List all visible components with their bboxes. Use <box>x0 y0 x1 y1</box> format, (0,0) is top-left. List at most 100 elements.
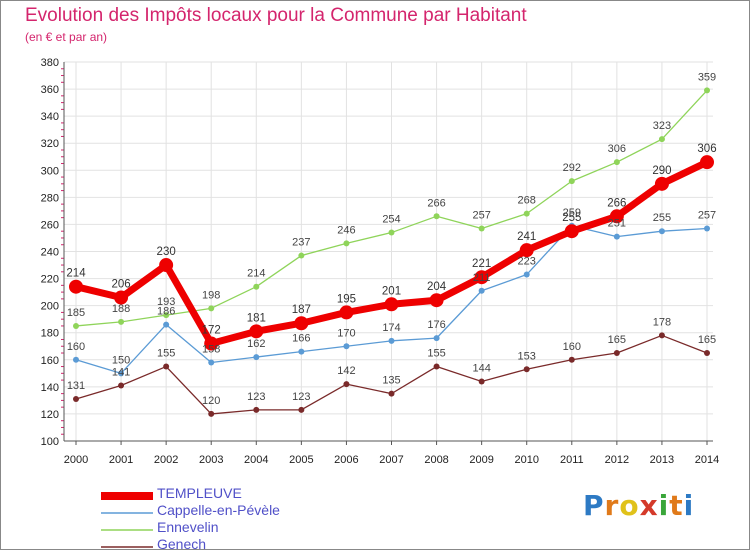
data-label-cappelle-en-p-v-le: 170 <box>337 327 355 339</box>
data-point-cappelle-en-p-v-le <box>478 287 485 294</box>
data-point-templeuve <box>69 279 83 294</box>
data-point-cappelle-en-p-v-le <box>613 233 620 240</box>
data-label-templeuve: 204 <box>427 281 447 293</box>
data-point-genech <box>523 366 530 373</box>
legend-label-cappelle: Cappelle-en-Pévèle <box>157 502 280 518</box>
data-point-templeuve <box>249 324 264 339</box>
legend-label-ennevelin: Ennevelin <box>157 519 219 535</box>
legend-swatch-templeuve <box>101 492 153 500</box>
data-point-cappelle-en-p-v-le <box>73 356 79 363</box>
data-point-cappelle-en-p-v-le <box>433 335 440 342</box>
data-label-ennevelin: 214 <box>247 268 265 280</box>
data-point-cappelle-en-p-v-le <box>523 271 530 278</box>
data-point-ennevelin <box>343 240 350 247</box>
data-label-ennevelin: 237 <box>292 237 310 249</box>
data-label-templeuve: 241 <box>517 231 536 243</box>
data-point-templeuve <box>339 305 354 320</box>
legend-swatch-genech <box>101 546 153 548</box>
chart-subtitle: (en € et par an) <box>25 30 108 44</box>
data-label-ennevelin: 193 <box>157 296 175 308</box>
y-tick-label: 300 <box>41 165 59 177</box>
x-tick-label: 2014 <box>695 454 719 466</box>
x-tick-label: 2011 <box>560 454 584 466</box>
data-point-ennevelin <box>118 318 125 325</box>
x-tick-label: 2007 <box>379 454 403 466</box>
data-label-ennevelin: 257 <box>472 209 490 221</box>
y-tick-label: 180 <box>41 328 59 340</box>
data-label-genech: 142 <box>337 365 355 377</box>
logo-letter: i <box>683 489 695 522</box>
data-label-ennevelin: 246 <box>337 224 355 236</box>
data-label-templeuve: 266 <box>607 197 626 209</box>
data-point-cappelle-en-p-v-le <box>253 354 260 361</box>
logo-letter: P <box>583 489 605 522</box>
data-label-genech: 135 <box>382 375 400 387</box>
data-point-genech <box>433 363 440 370</box>
data-point-ennevelin <box>478 225 485 232</box>
x-tick-label: 2003 <box>199 454 223 466</box>
legend-label-genech: Genech <box>157 536 207 552</box>
data-point-templeuve <box>204 336 219 351</box>
data-point-templeuve <box>294 316 309 331</box>
data-label-genech: 155 <box>157 348 175 360</box>
data-label-ennevelin: 323 <box>653 120 671 132</box>
y-tick-label: 340 <box>41 111 59 123</box>
data-point-genech <box>163 363 170 370</box>
series-group <box>69 87 714 417</box>
data-point-genech <box>704 350 710 357</box>
data-label-ennevelin: 268 <box>518 195 536 207</box>
data-label-cappelle-en-p-v-le: 162 <box>247 338 265 350</box>
data-point-ennevelin <box>568 178 575 185</box>
data-labels: 214 206 230 172 181 187 195 201 204 221 241 255 266 2… <box>66 71 716 407</box>
data-point-genech <box>253 406 260 413</box>
data-point-ennevelin <box>208 305 215 312</box>
data-label-genech: 165 <box>608 334 626 346</box>
data-label-cappelle-en-p-v-le: 251 <box>608 218 626 230</box>
data-point-templeuve <box>159 258 174 273</box>
data-point-genech <box>613 350 620 357</box>
data-point-cappelle-en-p-v-le <box>118 370 125 377</box>
data-point-ennevelin <box>613 159 620 166</box>
data-point-templeuve <box>114 290 129 305</box>
data-label-cappelle-en-p-v-le: 160 <box>67 341 85 353</box>
x-tick-label: 2004 <box>244 454 268 466</box>
y-tick-label: 120 <box>41 409 59 421</box>
x-tick-label: 2010 <box>514 454 538 466</box>
data-point-ennevelin <box>658 136 665 143</box>
data-label-genech: 165 <box>698 334 716 346</box>
data-point-genech <box>208 410 215 417</box>
data-label-ennevelin: 292 <box>563 162 581 174</box>
data-point-cappelle-en-p-v-le <box>298 348 305 355</box>
data-label-templeuve: 214 <box>66 268 86 280</box>
x-tick-label: 2008 <box>424 454 448 466</box>
data-label-templeuve: 206 <box>111 279 130 291</box>
data-point-genech <box>658 332 665 339</box>
data-label-genech: 123 <box>292 391 310 403</box>
data-point-ennevelin <box>523 210 530 217</box>
data-label-ennevelin: 198 <box>202 289 220 301</box>
logo-letter: x <box>639 489 659 522</box>
data-label-cappelle-en-p-v-le: 150 <box>112 354 130 366</box>
x-tick-label: 2013 <box>650 454 674 466</box>
grid <box>64 61 713 442</box>
data-point-templeuve <box>384 297 399 312</box>
data-point-cappelle-en-p-v-le <box>658 228 665 235</box>
logo-letter: r <box>604 489 620 522</box>
data-label-genech: 141 <box>112 367 130 379</box>
data-point-ennevelin <box>388 229 395 236</box>
data-point-templeuve <box>609 209 624 224</box>
y-tick-label: 320 <box>41 138 59 150</box>
y-tick-label: 240 <box>41 247 59 259</box>
logo-letter: i <box>658 489 670 522</box>
data-label-genech: 153 <box>518 350 536 362</box>
axes <box>61 62 713 445</box>
data-point-templeuve <box>700 155 714 170</box>
data-label-cappelle-en-p-v-le: 211 <box>473 272 491 284</box>
y-tick-label: 280 <box>41 192 59 204</box>
data-point-ennevelin <box>253 283 260 290</box>
data-label-genech: 123 <box>247 391 265 403</box>
data-point-genech <box>343 381 350 388</box>
data-label-ennevelin: 359 <box>698 71 716 83</box>
